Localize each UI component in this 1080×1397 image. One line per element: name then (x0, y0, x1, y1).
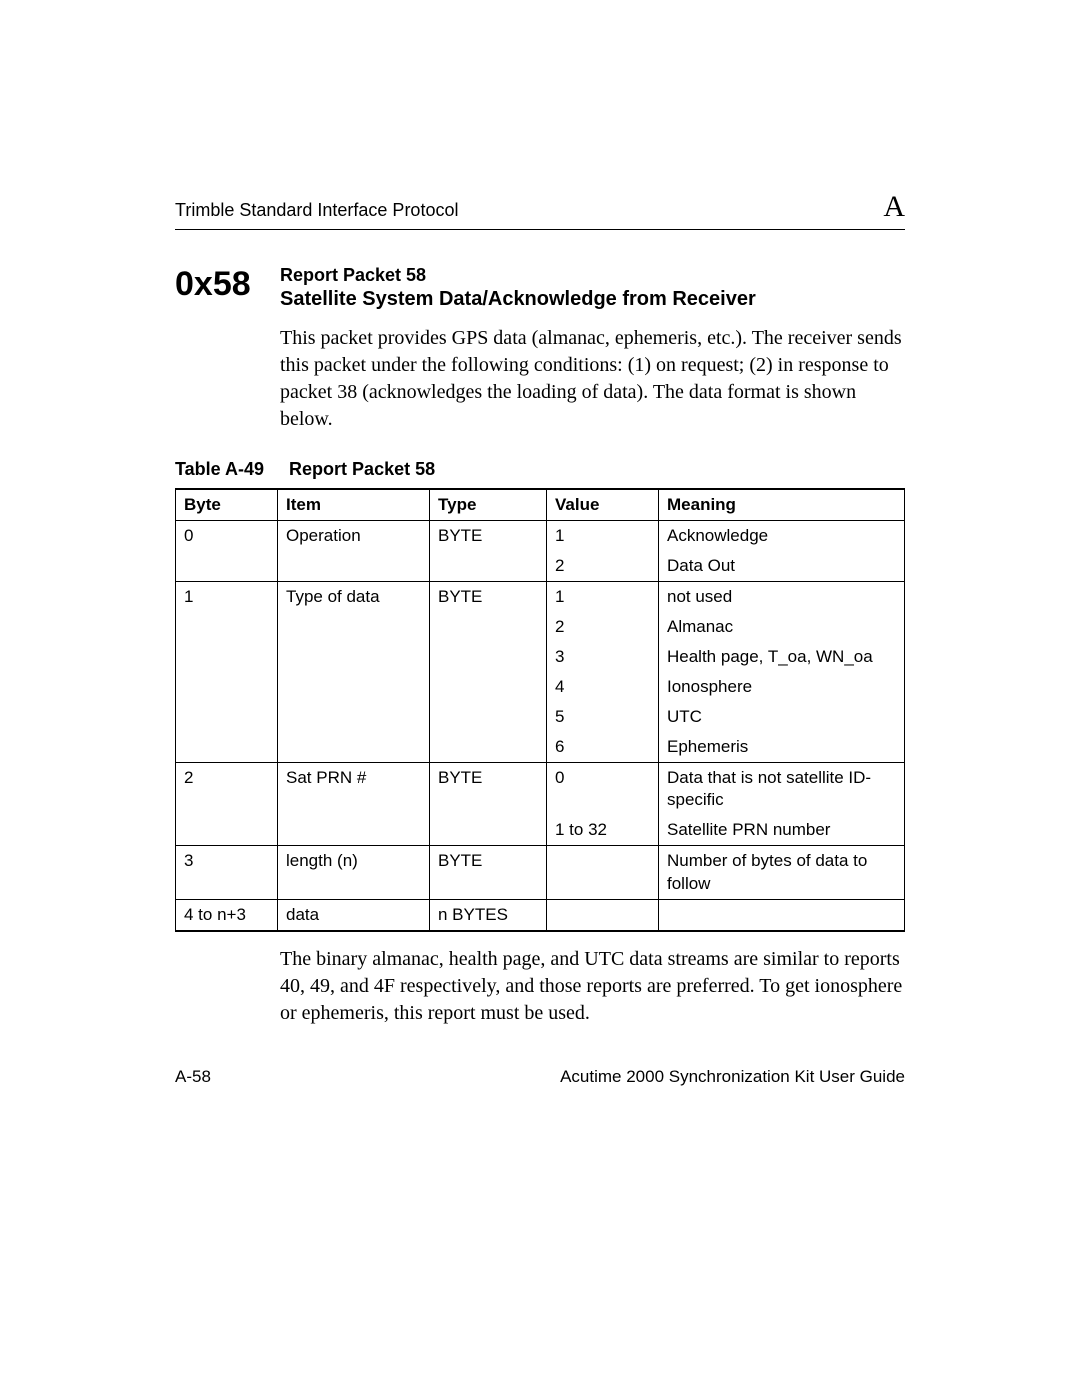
cell-byte: 0 (176, 521, 278, 551)
table-row: 6Ephemeris (176, 732, 905, 762)
footer-guide-title: Acutime 2000 Synchronization Kit User Gu… (560, 1067, 905, 1087)
cell-byte (176, 551, 278, 581)
cell-meaning: Health page, T_oa, WN_oa (659, 642, 905, 672)
section-hex-code: 0x58 (175, 265, 280, 301)
cell-meaning: Data that is not satellite ID-specific (659, 762, 905, 815)
table-caption-label: Table A-49 (175, 459, 264, 479)
table-body: 0OperationBYTE1Acknowledge2Data Out1Type… (176, 521, 905, 932)
col-header-item: Item (278, 489, 430, 521)
table-row: 3length (n)BYTE Number of bytes of data t… (176, 846, 905, 900)
table-header-row: Byte Item Type Value Meaning (176, 489, 905, 521)
cell-item (278, 642, 430, 672)
cell-meaning: Acknowledge (659, 521, 905, 551)
cell-byte (176, 815, 278, 845)
section-title: Satellite System Data/Acknowledge from R… (280, 288, 905, 311)
table-row: 2Data Out (176, 551, 905, 581)
cell-item: length (n) (278, 846, 430, 900)
cell-meaning (659, 900, 905, 931)
cell-meaning: Number of bytes of data to follow (659, 846, 905, 900)
cell-meaning: Satellite PRN number (659, 815, 905, 845)
cell-meaning: not used (659, 581, 905, 611)
cell-item (278, 702, 430, 732)
cell-value: 1 (547, 581, 659, 611)
header-right: A (883, 190, 905, 224)
page: Trimble Standard Interface Protocol A 0x… (0, 0, 1080, 1397)
col-header-type: Type (430, 489, 547, 521)
cell-item: Operation (278, 521, 430, 551)
section-subtitle: Report Packet 58 (280, 265, 905, 286)
cell-value: 2 (547, 612, 659, 642)
cell-value: 5 (547, 702, 659, 732)
col-header-meaning: Meaning (659, 489, 905, 521)
cell-type: n BYTES (430, 900, 547, 931)
cell-byte: 2 (176, 762, 278, 815)
table-row: 3Health page, T_oa, WN_oa (176, 642, 905, 672)
section-title-block: Report Packet 58 Satellite System Data/A… (280, 265, 905, 311)
table-caption-title: Report Packet 58 (289, 459, 435, 479)
cell-meaning: UTC (659, 702, 905, 732)
header-left: Trimble Standard Interface Protocol (175, 200, 458, 221)
cell-meaning: Ionosphere (659, 672, 905, 702)
table-row: 0OperationBYTE1Acknowledge (176, 521, 905, 551)
page-footer: A-58 Acutime 2000 Synchronization Kit Us… (175, 1067, 905, 1087)
table-row: 4Ionosphere (176, 672, 905, 702)
cell-type (430, 815, 547, 845)
cell-type (430, 612, 547, 642)
cell-meaning: Data Out (659, 551, 905, 581)
cell-type (430, 642, 547, 672)
cell-value: 1 to 32 (547, 815, 659, 845)
cell-item (278, 551, 430, 581)
table-row: 2Almanac (176, 612, 905, 642)
cell-item: Sat PRN # (278, 762, 430, 815)
cell-item (278, 815, 430, 845)
cell-type (430, 732, 547, 762)
table-caption: Table A-49 Report Packet 58 (175, 459, 905, 480)
cell-item: data (278, 900, 430, 931)
outro-paragraph: The binary almanac, health page, and UTC… (280, 946, 905, 1027)
cell-type (430, 551, 547, 581)
cell-byte: 4 to n+3 (176, 900, 278, 931)
cell-value (547, 846, 659, 900)
cell-item (278, 672, 430, 702)
cell-byte (176, 732, 278, 762)
cell-value: 0 (547, 762, 659, 815)
running-header: Trimble Standard Interface Protocol A (175, 190, 905, 230)
cell-type (430, 702, 547, 732)
footer-page-number: A-58 (175, 1067, 211, 1087)
section-heading: 0x58 Report Packet 58 Satellite System D… (175, 265, 905, 311)
cell-byte (176, 672, 278, 702)
cell-type: BYTE (430, 521, 547, 551)
cell-item: Type of data (278, 581, 430, 611)
cell-item (278, 612, 430, 642)
cell-byte (176, 702, 278, 732)
table-row: 1Type of dataBYTE1not used (176, 581, 905, 611)
cell-meaning: Almanac (659, 612, 905, 642)
cell-byte (176, 642, 278, 672)
cell-type (430, 672, 547, 702)
table-row: 4 to n+3datan BYTES (176, 900, 905, 931)
cell-byte (176, 612, 278, 642)
report-packet-table: Byte Item Type Value Meaning 0OperationB… (175, 488, 905, 932)
cell-byte: 3 (176, 846, 278, 900)
cell-value: 3 (547, 642, 659, 672)
cell-item (278, 732, 430, 762)
table-row: 1 to 32Satellite PRN number (176, 815, 905, 845)
table-row: 2Sat PRN #BYTE0Data that is not satellit… (176, 762, 905, 815)
table-row: 5UTC (176, 702, 905, 732)
col-header-value: Value (547, 489, 659, 521)
cell-type: BYTE (430, 762, 547, 815)
cell-value: 4 (547, 672, 659, 702)
cell-value: 6 (547, 732, 659, 762)
cell-value (547, 900, 659, 931)
cell-type: BYTE (430, 846, 547, 900)
col-header-byte: Byte (176, 489, 278, 521)
cell-meaning: Ephemeris (659, 732, 905, 762)
cell-value: 2 (547, 551, 659, 581)
cell-type: BYTE (430, 581, 547, 611)
cell-byte: 1 (176, 581, 278, 611)
cell-value: 1 (547, 521, 659, 551)
intro-paragraph: This packet provides GPS data (almanac, … (280, 325, 905, 433)
